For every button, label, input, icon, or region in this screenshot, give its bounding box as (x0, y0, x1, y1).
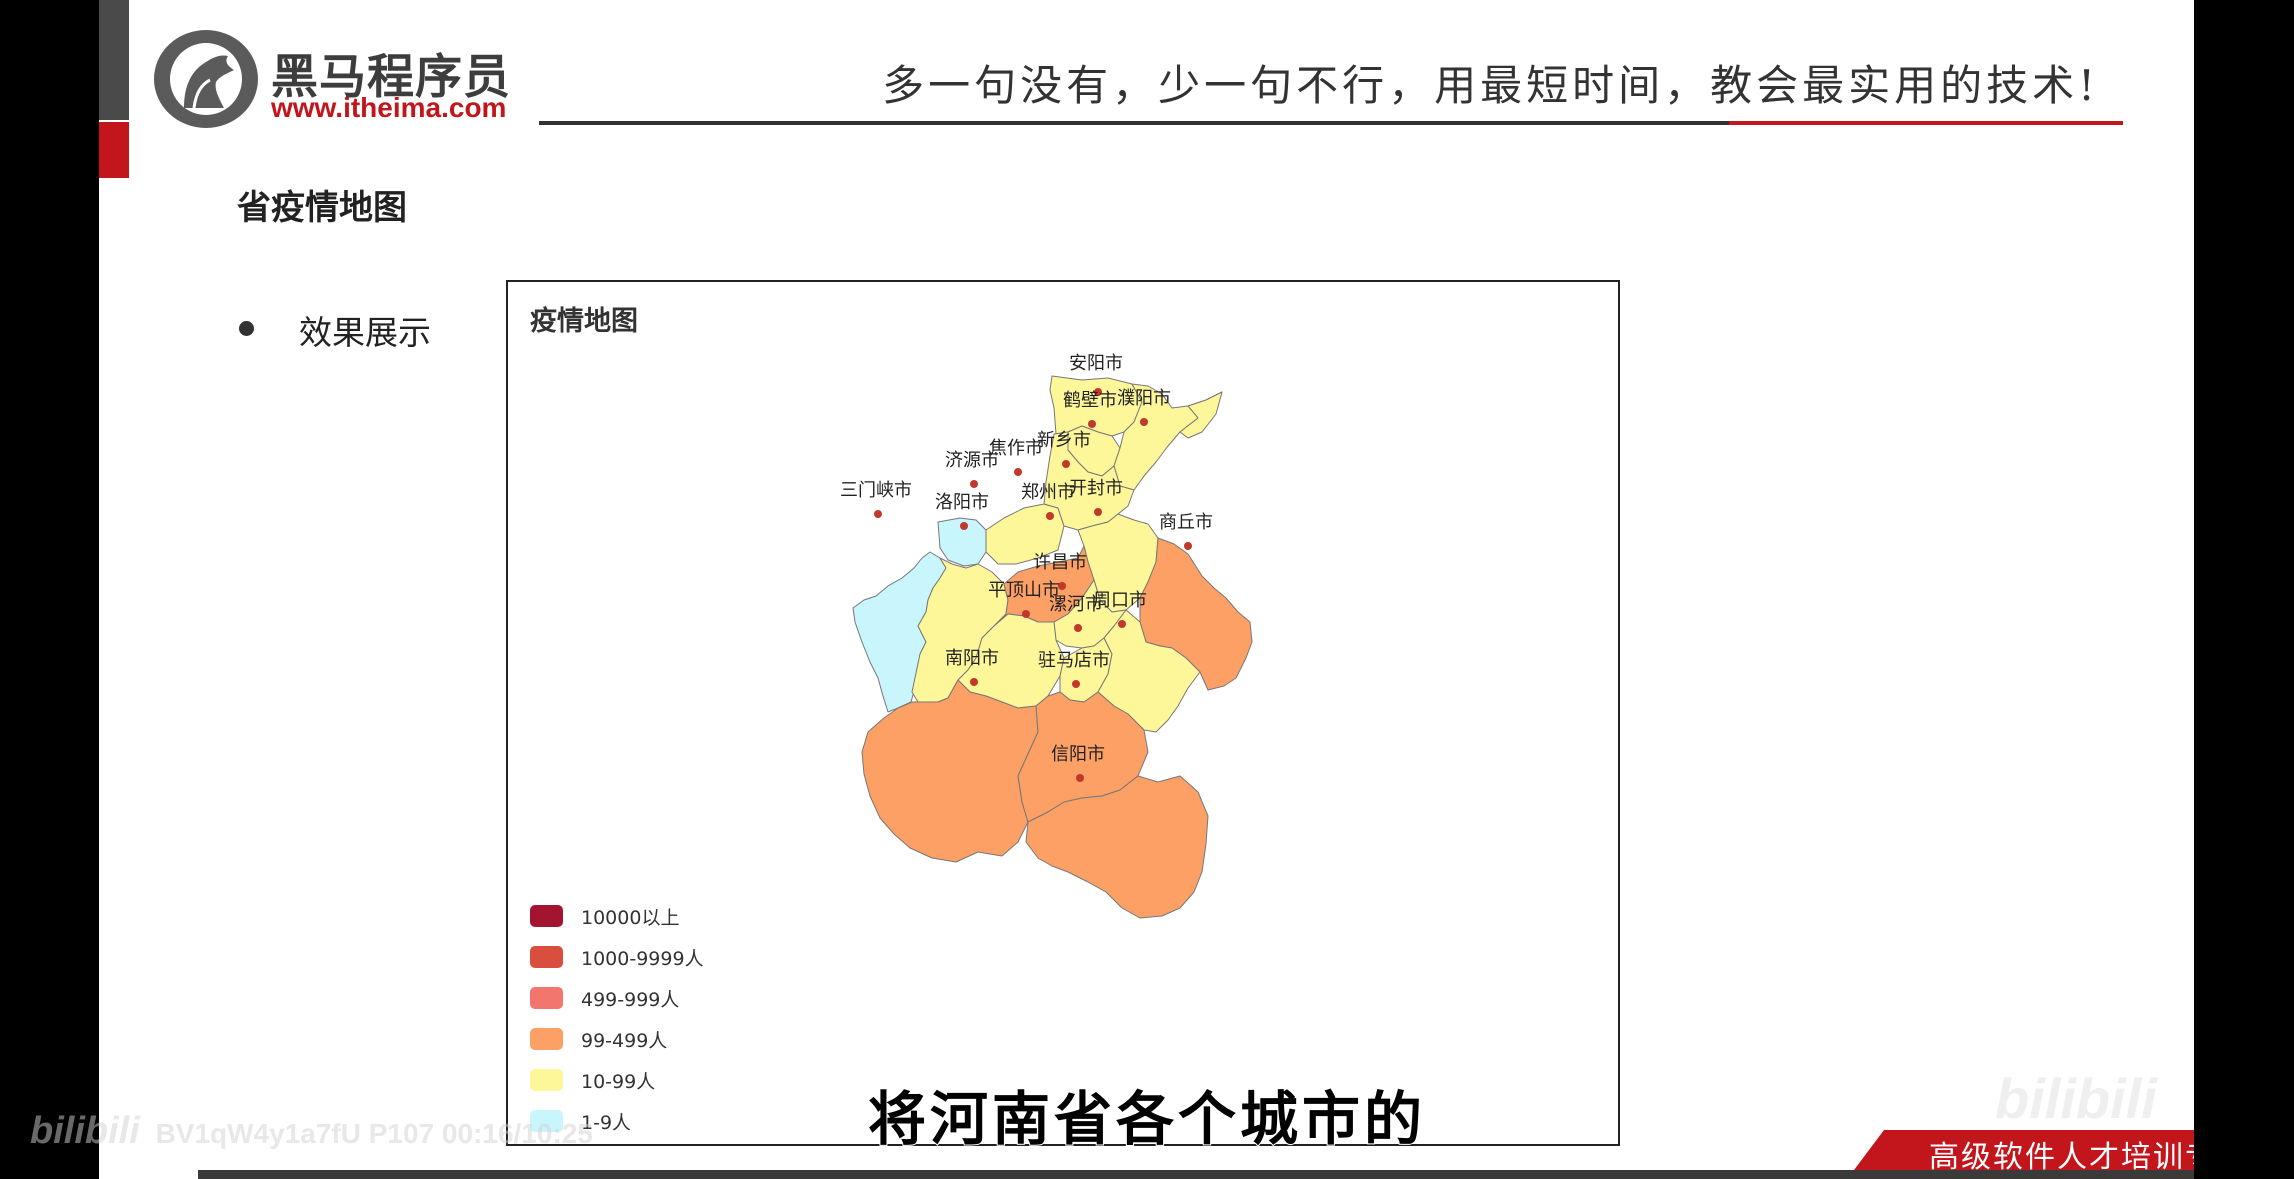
city-marker[interactable] (1094, 508, 1102, 516)
city-marker[interactable] (1088, 420, 1096, 428)
legend-swatch (530, 946, 563, 968)
city-marker[interactable] (1072, 680, 1080, 688)
legend-label: 499-999人 (581, 989, 680, 1011)
left-accent-bar-red (99, 122, 129, 178)
city-label: 平顶山市 (988, 580, 1060, 601)
region-商丘市[interactable] (1139, 537, 1253, 691)
city-marker[interactable] (1022, 610, 1030, 618)
horse-logo-icon (154, 30, 258, 128)
city-label: 南阳市 (945, 648, 999, 669)
city-marker[interactable] (970, 480, 978, 488)
brand-name: 黑马程序员 (271, 50, 511, 105)
city-label: 周口市 (1093, 590, 1147, 611)
city-marker[interactable] (1046, 512, 1054, 520)
region-濮阳市-arm (1179, 391, 1223, 439)
city-label: 洛阳市 (935, 492, 989, 513)
city-marker[interactable] (1076, 774, 1084, 782)
header-divider (539, 121, 2123, 125)
city-marker[interactable] (1014, 468, 1022, 476)
city-marker[interactable] (960, 522, 968, 530)
city-label: 焦作市 (989, 438, 1043, 459)
legend-label: 1000-9999人 (581, 948, 704, 970)
city-label: 安阳市 (1069, 353, 1123, 374)
legend-label: 1-9人 (581, 1112, 632, 1134)
legend-swatch (530, 987, 563, 1009)
section-title: 省疫情地图 (237, 188, 407, 228)
bilibili-corner-logo: bilibili (1995, 1067, 2157, 1130)
footer-text: 高级软件人才培训专家 (1929, 1140, 2194, 1175)
city-label: 郑州市 (1021, 482, 1075, 503)
legend-label: 10000以上 (581, 907, 680, 929)
epidemic-map-panel: 安阳市鹤壁市 濮阳市焦作市 新乡市济源市三门峡市 郑州市 开封市洛阳市商丘市许昌市平顶山… (506, 280, 1620, 1146)
legend-swatch (530, 1110, 563, 1132)
city-label: 鹤壁市 (1063, 390, 1117, 411)
city-marker[interactable] (1058, 582, 1066, 590)
chart-title: 疫情地图 (530, 306, 638, 337)
city-marker[interactable] (1094, 388, 1102, 396)
legend-swatch (530, 1028, 563, 1050)
city-marker[interactable] (1074, 624, 1082, 632)
city-marker[interactable] (1184, 542, 1192, 550)
legend-swatch (530, 1069, 563, 1091)
city-label: 漯河市 (1049, 594, 1103, 615)
legend-swatch (530, 905, 563, 927)
city-label: 许昌市 (1033, 552, 1087, 573)
city-marker[interactable] (874, 510, 882, 518)
city-marker[interactable] (1140, 418, 1148, 426)
legend-label: 10-99人 (581, 1071, 656, 1093)
city-label: 信阳市 (1051, 744, 1105, 765)
left-accent-bar (99, 0, 129, 120)
city-label: 新乡市 (1037, 430, 1091, 451)
region-新乡市[interactable] (1043, 431, 1135, 531)
video-watermark: bilibili BV1qW4y1a7fU P107 00:16/10:25 (30, 1110, 593, 1153)
footer-banner (1854, 1130, 2194, 1170)
city-label: 濮阳市 (1117, 388, 1171, 409)
region-南阳市[interactable] (861, 679, 1039, 863)
slide: 黑马程序员 www.itheima.com 多一句没有，少一句不行，用最短时间，… (99, 0, 2194, 1179)
city-label: 商丘市 (1159, 512, 1213, 533)
city-label: 开封市 (1069, 478, 1123, 499)
city-marker[interactable] (1062, 460, 1070, 468)
city-marker[interactable] (970, 678, 978, 686)
city-label: 驻马店市 (1038, 650, 1110, 671)
region-信阳市[interactable] (1025, 775, 1209, 919)
city-label: 济源市 (945, 450, 999, 471)
footer-line (198, 1170, 2194, 1179)
bullet-dot-icon (239, 321, 254, 336)
region-焦作市[interactable] (985, 503, 1065, 565)
video-id-timecode: BV1qW4y1a7fU P107 00:16/10:25 (155, 1118, 593, 1149)
region-济源市[interactable] (937, 517, 987, 567)
city-marker[interactable] (1118, 620, 1126, 628)
legend-label: 99-499人 (581, 1030, 668, 1052)
video-subtitle: 将河南省各个城市的 (867, 1084, 1426, 1154)
bilibili-logo-icon: bilibili (30, 1110, 140, 1152)
header-slogan: 多一句没有，少一句不行，用最短时间，教会最实用的技术! (882, 61, 2099, 110)
city-label: 三门峡市 (840, 480, 912, 501)
brand-url: www.itheima.com (271, 92, 507, 123)
header-divider-accent (1729, 121, 2123, 125)
bullet-text: 效果展示 (299, 313, 431, 352)
